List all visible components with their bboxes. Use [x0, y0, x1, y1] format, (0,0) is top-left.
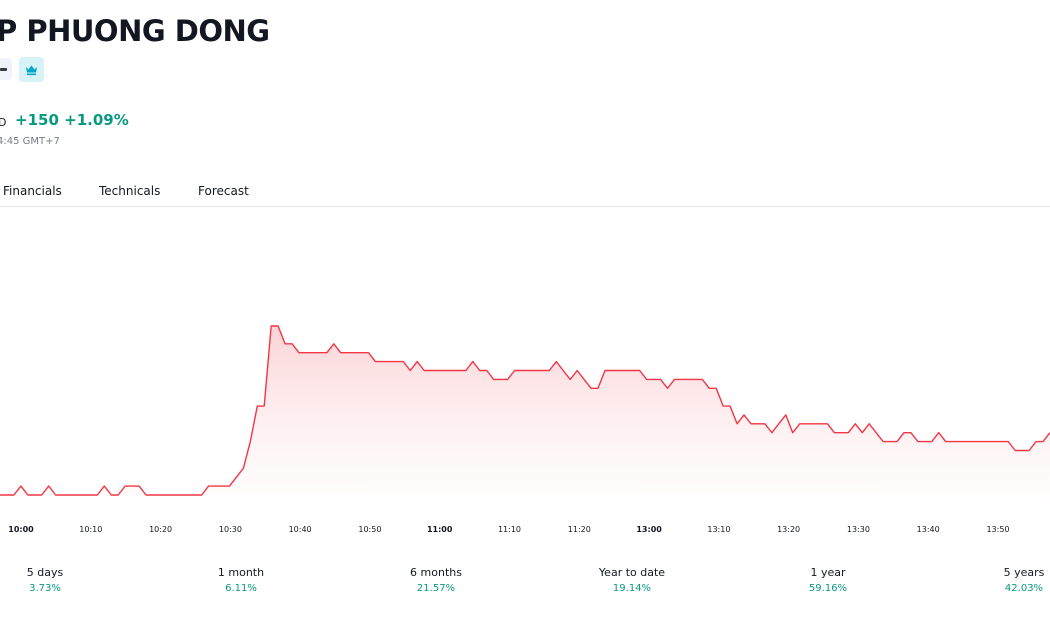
period-value: 6.11% [225, 583, 257, 594]
x-tick-label: 10:30 [219, 525, 242, 534]
period-value: 21.57% [416, 583, 456, 594]
period-label: 1 month [217, 566, 265, 579]
period-1-month[interactable]: 1 month 6.11% [211, 566, 271, 594]
period-6-months[interactable]: 6 months 21.57% [403, 566, 469, 594]
period-value: 42.03% [1004, 583, 1044, 594]
period-label: 5 days [26, 566, 64, 579]
price-line [0, 325, 1050, 496]
change-percent: +1.09% [64, 111, 129, 129]
x-tick-label: 10:00 [8, 525, 34, 534]
price-change: +150 +1.09% [15, 111, 129, 129]
tab-financials[interactable]: Financials [3, 184, 62, 198]
x-tick-label: 10:20 [149, 525, 172, 534]
period-1-year[interactable]: 1 year 59.16% [805, 566, 851, 594]
x-tick-label: 13:40 [917, 525, 940, 534]
currency-label: D [0, 116, 7, 129]
period-5-years[interactable]: 5 years 42.03% [1000, 566, 1048, 594]
x-tick-label: 10:40 [289, 525, 312, 534]
dash-badge[interactable] [0, 58, 12, 80]
period-label: 6 months [410, 566, 462, 579]
crown-badge[interactable] [19, 57, 44, 82]
x-tick-label: 11:00 [427, 525, 453, 534]
x-tick-label: 13:50 [986, 525, 1009, 534]
period-value: 3.73% [29, 583, 61, 594]
x-tick-label: 11:20 [568, 525, 591, 534]
x-tick-label: 11:10 [498, 525, 521, 534]
period-label: Year to date [598, 566, 666, 579]
x-tick-label: 13:10 [707, 525, 730, 534]
performance-periods: 5 days 3.73% 1 month 6.11% 6 months 21.5… [0, 566, 1050, 606]
period-value: 19.14% [612, 583, 652, 594]
x-tick-label: 13:30 [847, 525, 870, 534]
x-tick-label: 13:20 [777, 525, 800, 534]
x-tick-label: 13:00 [636, 525, 662, 534]
period-value: 59.16% [808, 583, 848, 594]
period-label: 1 year [810, 566, 846, 579]
market-timestamp: 4:45 GMT+7 [0, 136, 60, 147]
price-area-fill [0, 326, 1050, 516]
period-5-days[interactable]: 5 days 3.73% [23, 566, 67, 594]
tab-technicals[interactable]: Technicals [99, 184, 161, 198]
tab-forecast[interactable]: Forecast [198, 184, 249, 198]
section-tabs: Financials Technicals Forecast [0, 182, 1050, 207]
page-title: P PHUONG DONG [0, 14, 270, 48]
x-tick-label: 10:10 [79, 525, 102, 534]
change-value: +150 [15, 111, 59, 129]
price-chart[interactable]: 10:00 10:10 10:20 10:30 10:40 10:50 11:00 11:10… [0, 206, 1050, 546]
dash-icon [0, 68, 7, 71]
crown-icon [26, 65, 37, 76]
period-label: 5 years [1003, 566, 1045, 579]
period-year-to-date[interactable]: Year to date 19.14% [592, 566, 672, 594]
x-tick-label: 10:50 [358, 525, 381, 534]
